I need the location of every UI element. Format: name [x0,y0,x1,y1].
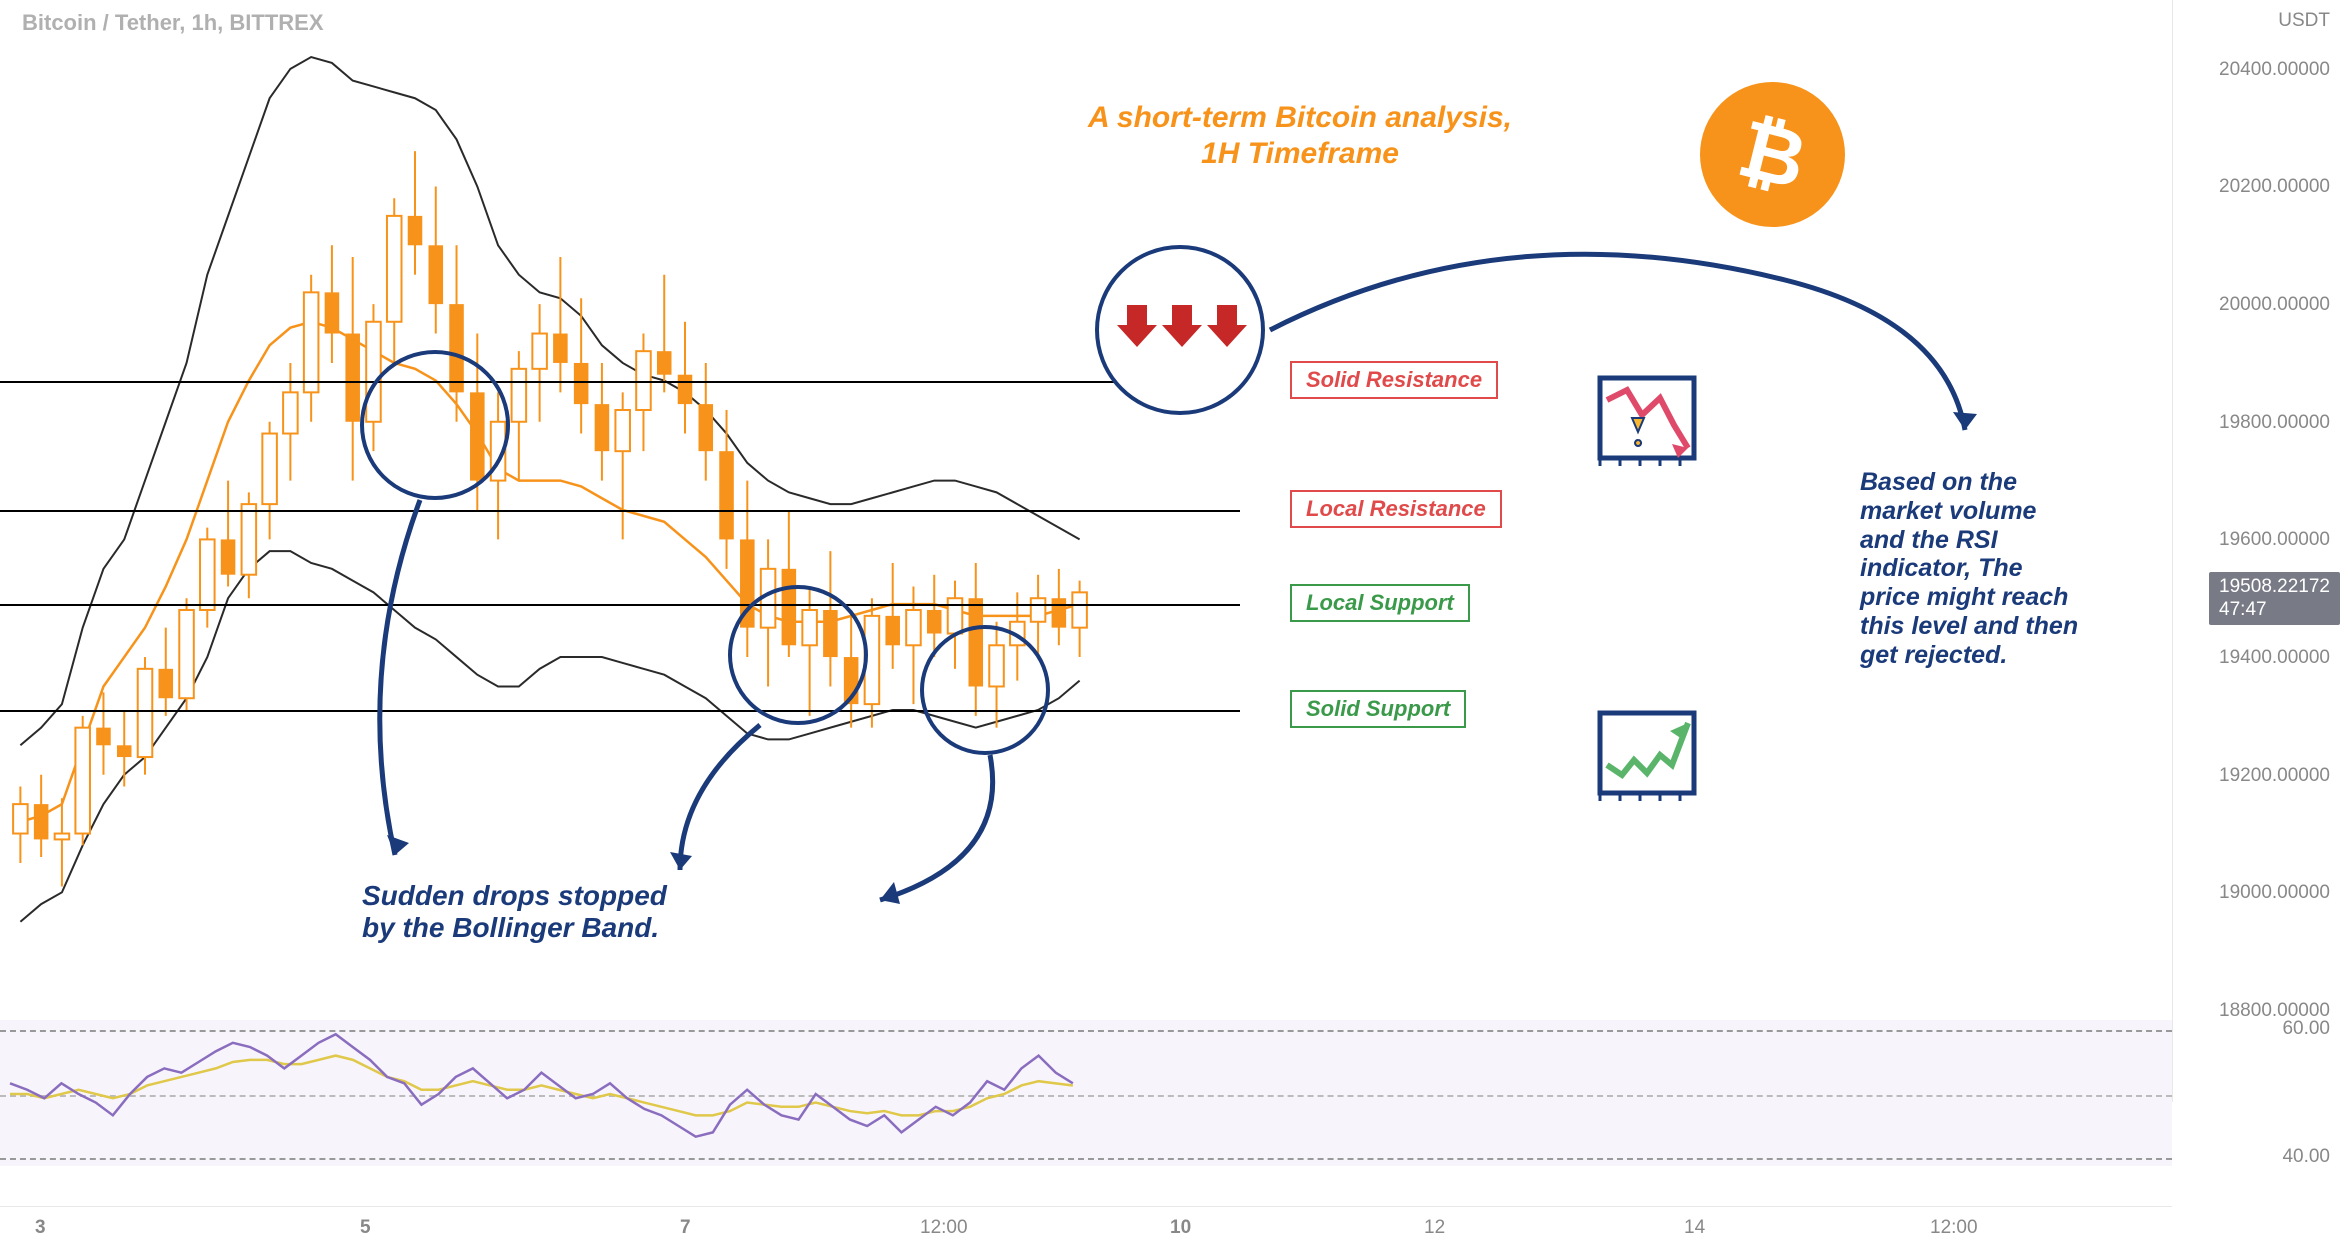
forecast-annotation: Based on the market volume and the RSI i… [1860,468,2140,669]
annotation-circle-3 [920,625,1050,755]
bollinger-text: Sudden drops stopped by the Bollinger Ba… [362,880,667,943]
chart-up-icon [1592,705,1702,805]
forecast-text: Based on the market volume and the RSI i… [1860,468,2078,669]
price-tick: 20200.00000 [2219,176,2330,198]
bollinger-annotation: Sudden drops stopped by the Bollinger Ba… [362,880,667,944]
price-tick: 19800.00000 [2219,412,2330,434]
price-tick: 20400.00000 [2219,59,2330,81]
countdown: 47:47 [2219,599,2267,620]
rsi-lower-label: 40.00 [2282,1146,2330,1168]
analysis-title: A short-term Bitcoin analysis, 1H Timefr… [940,100,1660,172]
time-tick: 5 [360,1217,371,1239]
price-tick: 19600.00000 [2219,529,2330,551]
solid-support-tag: Solid Support [1290,690,1466,728]
rsi-panel[interactable] [0,1020,2172,1166]
annotation-circle-1 [360,350,510,500]
time-tick: 3 [35,1217,46,1239]
axis-unit: USDT [2278,10,2330,32]
local-support-tag: Local Support [1290,584,1470,622]
curved-arrow-2 [650,720,770,890]
price-tick: 19400.00000 [2219,647,2330,669]
time-tick: 10 [1170,1217,1191,1239]
price-tick: 20000.00000 [2219,294,2330,316]
time-tick: 7 [680,1217,691,1239]
annotation-circle-2 [728,585,868,725]
curved-arrow-1 [365,495,445,875]
time-axis: 3 5 7 12:00 10 12 14 12:00 [0,1206,2172,1248]
down-arrows-icon [1117,300,1247,360]
price-tick: 19200.00000 [2219,765,2330,787]
analysis-title-text: A short-term Bitcoin analysis, 1H Timefr… [1088,101,1512,170]
main-chart[interactable]: Solid Resistance Local Resistance Local … [0,0,2172,1102]
rsi-upper-label: 60.00 [2282,1018,2330,1040]
curved-arrow-3 [850,750,1010,920]
local-resistance-tag: Local Resistance [1290,490,1502,528]
chart-down-icon [1592,370,1702,470]
solid-resistance-line [0,381,1240,383]
price-tick: 19000.00000 [2219,882,2330,904]
time-tick: 14 [1684,1217,1705,1239]
price-axis: USDT 20400.00000 20200.00000 20000.00000 19… [2172,0,2348,1102]
time-tick: 12:00 [1930,1217,1978,1239]
rsi-svg [0,1020,2172,1166]
time-tick: 12:00 [920,1217,968,1239]
current-price: 19508.22172 [2219,576,2330,597]
time-tick: 12 [1424,1217,1445,1239]
solid-support-line [0,710,1240,712]
local-resistance-line [0,510,1240,512]
current-price-badge: 19508.22172 47:47 [2209,572,2340,626]
bitcoin-logo-icon: ₿ [1700,82,1845,227]
local-support-line [0,604,1240,606]
